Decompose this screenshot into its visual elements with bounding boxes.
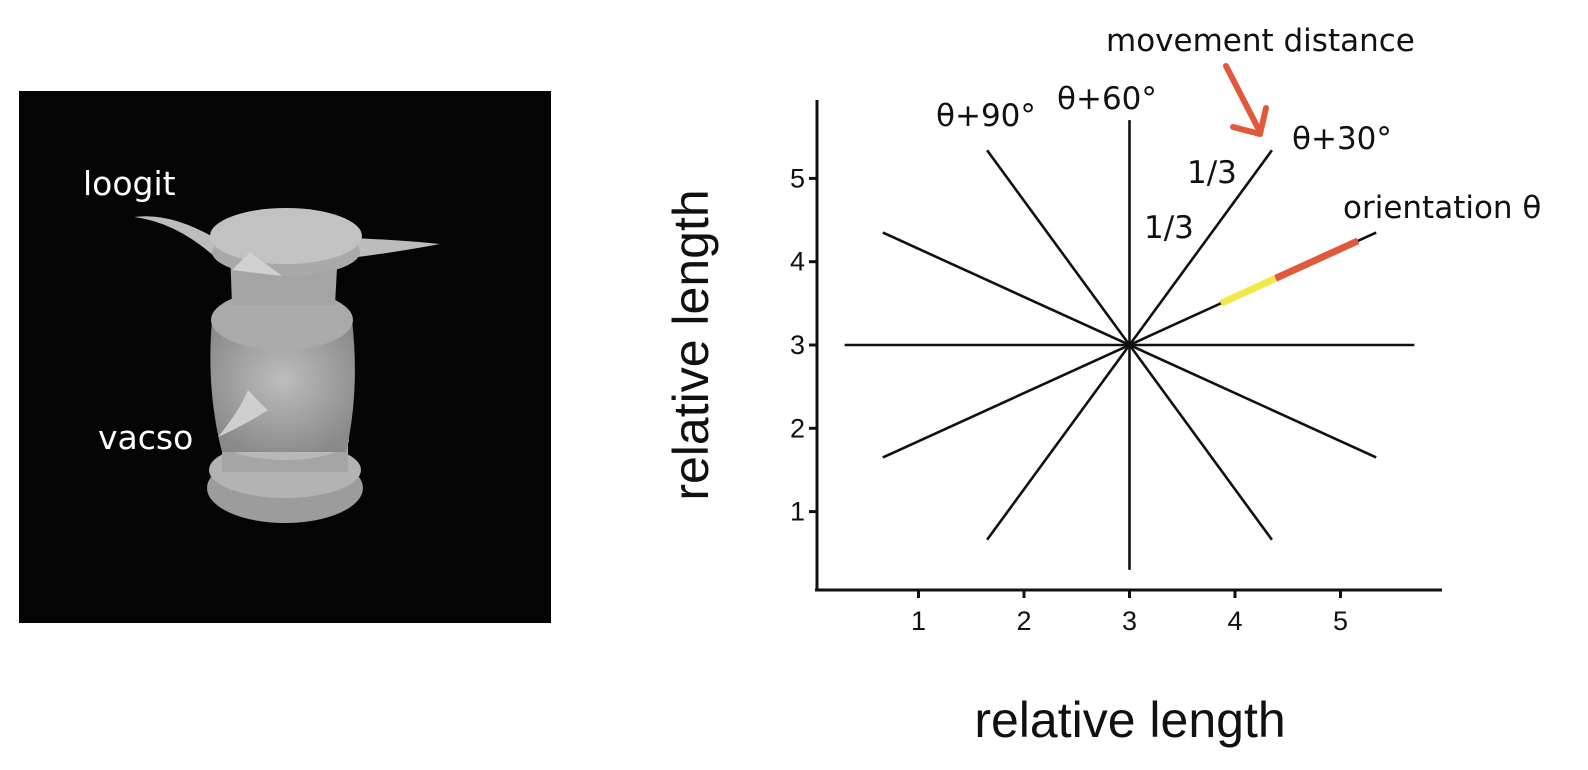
x-tick-label: 1	[911, 606, 926, 636]
movement-segment-2	[1274, 237, 1360, 282]
movement-arrow	[1223, 63, 1269, 137]
y-tick-label: 5	[790, 163, 805, 193]
orientation-diagram: 1 2 3 4 5 1 2 3 4 5 relative length relative len…	[663, 23, 1541, 748]
render-panel: loogit vacso	[19, 91, 551, 623]
y-tick-label: 4	[790, 247, 805, 277]
x-tick-label: 4	[1227, 606, 1242, 636]
y-tick-label: 2	[790, 413, 805, 443]
movement-segment-1	[1219, 275, 1278, 307]
y-tick-label: 1	[790, 497, 805, 527]
movement-segments	[1219, 237, 1360, 307]
y-axis-title: relative length	[663, 189, 719, 500]
part-label-vacso: vacso	[98, 418, 193, 457]
label-theta-plus-90: θ+90°	[936, 98, 1036, 134]
label-orientation-theta: orientation θ	[1343, 190, 1541, 226]
x-tick-label: 3	[1122, 606, 1137, 636]
label-theta-plus-60: θ+60°	[1057, 81, 1157, 117]
label-fraction-inner: 1/3	[1144, 210, 1194, 246]
x-axis-title: relative length	[974, 692, 1285, 748]
orientation-ray-150deg	[882, 231, 1377, 459]
label-fraction-outer: 1/3	[1187, 155, 1237, 191]
y-tick-label: 3	[790, 330, 805, 360]
label-movement-distance: movement distance	[1106, 23, 1415, 59]
x-tick-label: 5	[1333, 606, 1348, 636]
y-ticks: 1 2 3 4 5	[790, 163, 817, 527]
x-ticks: 1 2 3 4 5	[911, 590, 1348, 636]
label-theta-plus-30: θ+30°	[1292, 121, 1392, 157]
part-label-loogit: loogit	[83, 164, 176, 203]
orientation-rays	[844, 120, 1415, 570]
object-shape	[134, 208, 440, 523]
x-tick-label: 2	[1016, 606, 1031, 636]
